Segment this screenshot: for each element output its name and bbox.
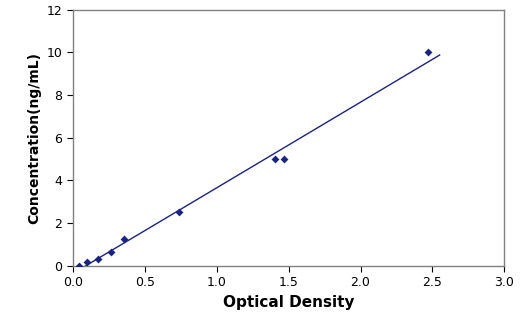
Point	[280, 156, 288, 162]
Point	[94, 256, 102, 261]
Point	[424, 50, 432, 55]
Point	[120, 236, 128, 242]
Point	[83, 260, 92, 265]
Y-axis label: Concentration(ng/mL): Concentration(ng/mL)	[27, 52, 41, 224]
Point	[74, 263, 83, 268]
Point	[270, 156, 279, 162]
X-axis label: Optical Density: Optical Density	[223, 295, 354, 309]
Point	[175, 210, 184, 215]
Point	[107, 250, 115, 255]
